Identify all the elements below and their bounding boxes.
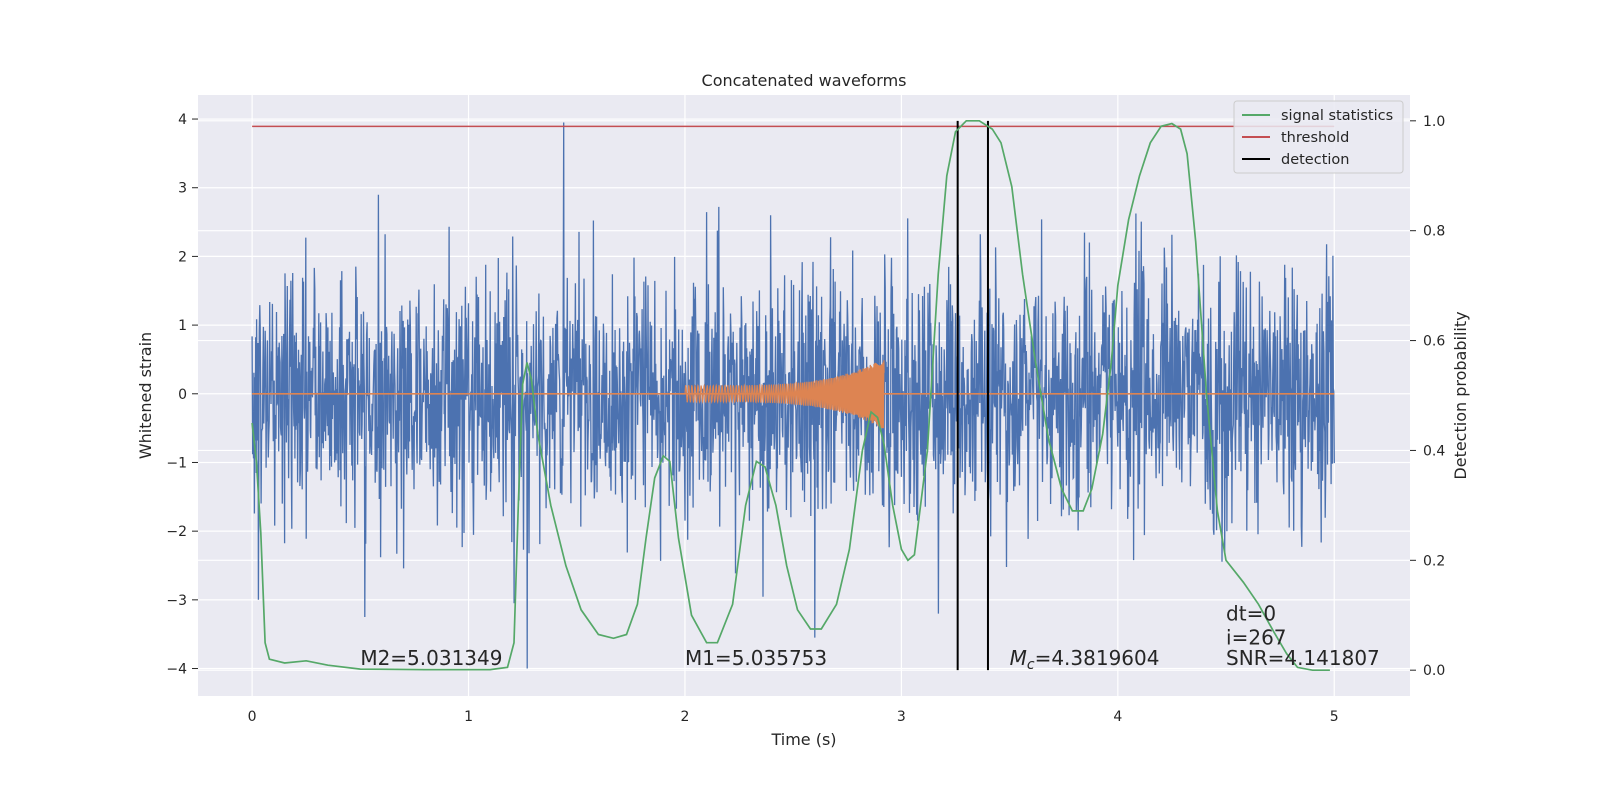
- legend-label: signal statistics: [1281, 108, 1393, 124]
- annotation-text: M1=5.035753: [685, 646, 827, 670]
- y2-tick-label: 0.6: [1423, 334, 1445, 350]
- legend: signal statistics threshold detection: [1233, 100, 1404, 174]
- signal-statistics-line: [251, 119, 1330, 672]
- x-axis-label: Time (s): [770, 730, 836, 749]
- annotation-text: i=267: [1226, 626, 1287, 650]
- y-tick-label: −1: [166, 455, 187, 471]
- x-tick-label: 1: [464, 709, 473, 725]
- y-tick-label: −4: [166, 662, 187, 678]
- annotation-text: SNR=4.141807: [1226, 646, 1380, 670]
- detection-lines: [956, 120, 989, 671]
- y2-tick-label: 0.2: [1423, 553, 1445, 569]
- x-tick-label: 4: [1113, 709, 1122, 725]
- annotation-text: M2=5.031349: [360, 646, 502, 670]
- y-tick-label: 1: [178, 318, 187, 334]
- y-axis-label: Whitened strain: [136, 332, 155, 459]
- y-tick-label: 4: [178, 112, 187, 128]
- chart-title: Concatenated waveforms: [702, 71, 907, 90]
- legend-label: threshold: [1281, 130, 1349, 146]
- annotations: M2=5.031349 M1=5.035753 Mc=4.3819604 dt=0i=…: [360, 602, 1379, 674]
- y2-axis-ticks: 0.0 0.2 0.4 0.6 0.8 1.0: [1410, 114, 1445, 679]
- x-axis-ticks: 0 1 2 3 4 5: [248, 709, 1339, 725]
- y2-axis-label: Detection probability: [1451, 311, 1470, 479]
- y-tick-label: 3: [178, 181, 187, 197]
- y-axis-ticks: −4 −3 −2 −1 0 1 2 3 4: [166, 112, 198, 678]
- y-tick-label: 0: [178, 387, 187, 403]
- x-tick-label: 2: [681, 709, 690, 725]
- annotation-text: dt=0: [1226, 602, 1276, 626]
- y-tick-label: 2: [178, 249, 187, 265]
- y2-tick-label: 1.0: [1423, 114, 1445, 130]
- legend-label: detection: [1281, 152, 1349, 168]
- legend-box: [1233, 100, 1404, 174]
- injected-waveform-line: [684, 360, 885, 429]
- plot-content: [251, 119, 1335, 672]
- y-tick-label: −3: [166, 593, 187, 609]
- y2-tick-label: 0.8: [1423, 224, 1445, 240]
- grid: [198, 95, 1410, 696]
- y-tick-label: −2: [166, 524, 187, 540]
- x-tick-label: 5: [1330, 709, 1339, 725]
- annotation-text: Mc=4.3819604: [1010, 646, 1160, 673]
- y2-tick-label: 0.4: [1423, 443, 1445, 459]
- y2-tick-label: 0.0: [1423, 663, 1445, 679]
- x-tick-label: 3: [897, 709, 906, 725]
- x-tick-label: 0: [248, 709, 257, 725]
